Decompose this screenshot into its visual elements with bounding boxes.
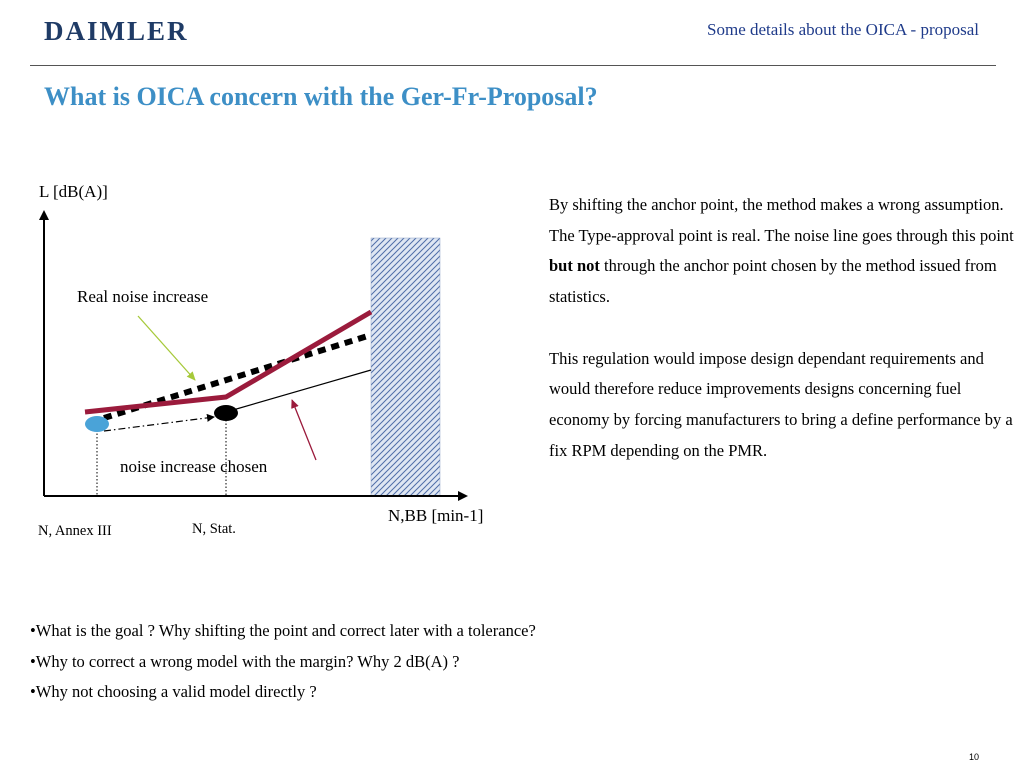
chosen-noise-arrow: [291, 399, 317, 461]
daimler-logo: DAIMLER: [44, 16, 189, 46]
real-noise-arrow: [137, 315, 196, 381]
real-noise-label: Real noise increase: [77, 287, 209, 306]
paragraph-1: By shifting the anchor point, the method…: [549, 195, 1004, 214]
paragraph-3: This regulation would impose design depe…: [549, 348, 1013, 460]
list-item: •What is the goal ? Why shifting the poi…: [30, 621, 536, 640]
slide-title: What is OICA concern with the Ger-Fr-Pro…: [44, 82, 598, 111]
paragraph-2-part-b: through the anchor point chosen by the m…: [549, 256, 997, 307]
hatched-range-area: [370, 237, 441, 497]
list-item: •Why to correct a wrong model with the m…: [30, 651, 460, 671]
paragraph-2: The Type-approval point is real. The noi…: [549, 221, 1019, 313]
paragraph-2-bold: but not: [549, 256, 600, 276]
explanation-text: By shifting the anchor point, the method…: [549, 190, 1019, 466]
anchor-point: [214, 405, 238, 421]
annex-point: [85, 416, 109, 432]
y-axis-label: L [dB(A)]: [39, 182, 108, 201]
real-noise-line: [84, 309, 373, 415]
question-list: •What is the goal ? Why shifting the poi…: [30, 616, 536, 708]
x-axis-label: N,BB [min-1]: [388, 506, 484, 525]
header-divider: [30, 65, 996, 66]
x-tick-stat: N, Stat.: [192, 521, 236, 537]
x-tick-annex: N, Annex III: [38, 523, 112, 539]
list-item: •Why not choosing a valid model directly…: [30, 682, 317, 701]
header-title: Some details about the OICA - proposal: [707, 20, 979, 39]
paragraph-2-part-a: The Type-approval point is real. The noi…: [549, 225, 1014, 245]
model-line: [225, 369, 372, 413]
chosen-noise-label: noise increase chosen: [120, 457, 268, 476]
shift-arrow: [103, 413, 215, 432]
page-number: 10: [968, 752, 979, 762]
